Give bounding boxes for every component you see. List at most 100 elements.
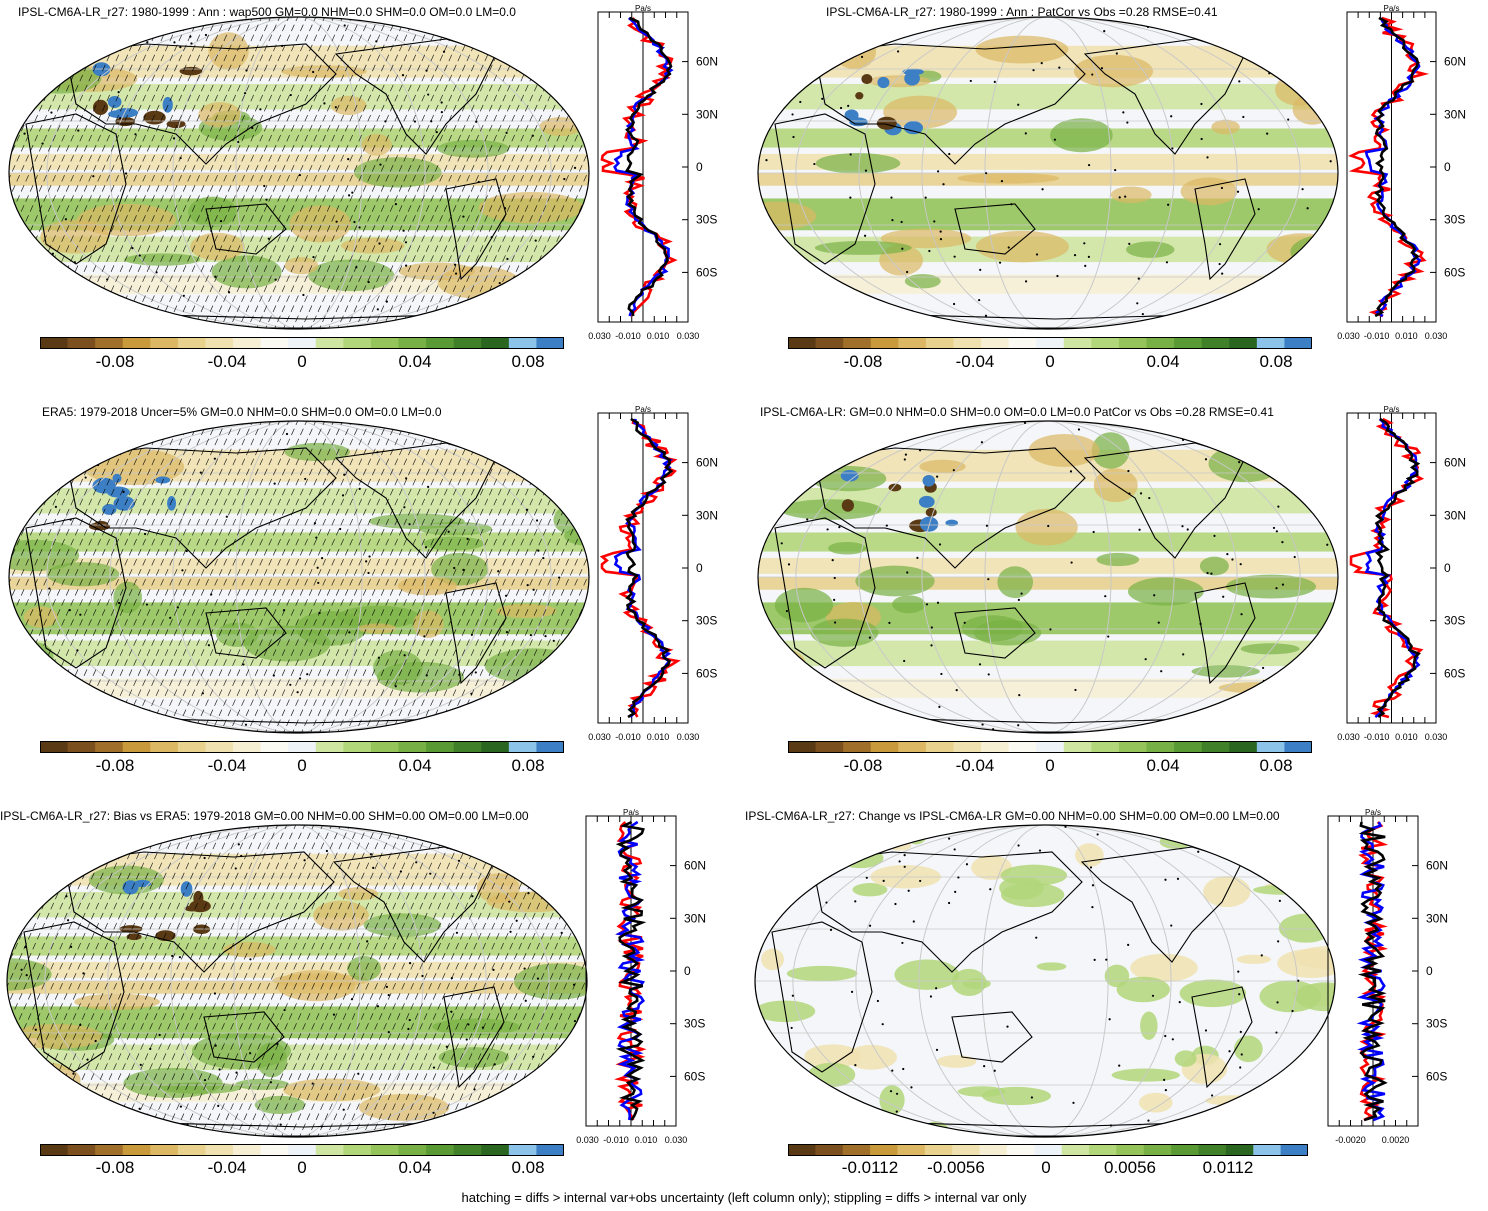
stipple-dot (1107, 635, 1110, 638)
lat-tick-label: 30N (684, 911, 706, 925)
stipple-dot (341, 494, 345, 497)
stipple-dot (526, 679, 529, 683)
stipple-dot (358, 226, 361, 229)
stipple-dot (1108, 1018, 1111, 1021)
stipple-dot (179, 1105, 182, 1108)
stipple-dot (1091, 906, 1094, 909)
profile-unit: Pa/s (623, 808, 639, 817)
stipple-dot (1151, 994, 1155, 997)
lat-tick-label: 30S (696, 614, 717, 628)
stipple-dot (387, 993, 390, 997)
zonal-mean-profile: Pa/s 60N 30N 0 30S 60S -0.030 -0.010 0.010 0.030 (576, 808, 706, 1145)
lat-tick-label: 30S (696, 213, 717, 227)
stipple-dot (486, 831, 489, 834)
stipple-dot (953, 731, 956, 733)
anomaly-patch (113, 581, 143, 614)
stipple-dot (900, 728, 903, 731)
stipple-dot (981, 723, 984, 726)
orographic-signal (903, 121, 924, 135)
stipple-dot (24, 945, 27, 949)
profile-curve (615, 820, 646, 1121)
stipple-dot (203, 1078, 207, 1082)
stipple-dot (298, 173, 301, 177)
lat-tick-label: 30N (696, 508, 718, 522)
stipple-dot (1126, 121, 1129, 124)
stipple-dot (1238, 993, 1241, 996)
stipple-dot (94, 841, 97, 844)
stipple-dot (1331, 513, 1335, 516)
hatching-line (65, 421, 210, 733)
stipple-dot (282, 609, 286, 612)
stipple-dot (139, 1063, 142, 1066)
stipple-dot (573, 166, 577, 169)
stipple-dot (563, 177, 566, 181)
orographic-signal (877, 76, 890, 89)
coastline (1191, 986, 1253, 1089)
colorbar-swatch (177, 741, 206, 753)
colorbar-swatch (288, 1144, 317, 1156)
stipple-dot (849, 196, 852, 199)
stipple-dot (583, 506, 586, 509)
stipple-dot (425, 69, 428, 72)
colorbar-frame (788, 1144, 1308, 1156)
anomaly-patch (373, 650, 423, 686)
stipple-dot (432, 1111, 435, 1114)
colorbar (788, 337, 1312, 349)
stipple-dot (432, 1066, 436, 1069)
stipple-dot (920, 1131, 923, 1135)
colorbar-swatch (315, 337, 344, 349)
stipple-dot (895, 1092, 899, 1095)
colorbar-swatch (67, 741, 96, 753)
stipple-dot (904, 453, 907, 456)
anomaly-patch (1236, 954, 1272, 964)
orographic-signal (92, 99, 109, 116)
hatching-line (380, 17, 525, 329)
stipple-dot (106, 278, 109, 281)
colorbar-swatch (953, 741, 982, 753)
stipple-dot (1262, 666, 1265, 670)
stipple-dot (533, 476, 536, 480)
zonal-band (758, 678, 1338, 698)
world-map (754, 824, 1336, 1138)
stipple-dot (378, 242, 381, 245)
stipple-dot (898, 860, 901, 863)
stipple-dot (993, 1069, 996, 1072)
anomaly-patch (1127, 577, 1204, 606)
profile-unit: Pa/s (635, 405, 651, 414)
world-map (8, 16, 590, 330)
stipple-dot (1127, 469, 1130, 473)
colorbar-swatch (898, 337, 927, 349)
stipple-dot (1281, 541, 1284, 544)
stipple-dot (1210, 1094, 1214, 1097)
anomaly-patch (88, 865, 164, 895)
lat-tick-label: 60S (1444, 666, 1465, 680)
stipple-dot (179, 157, 182, 160)
hatching-line (72, 825, 217, 1137)
hatching-line (252, 825, 397, 1137)
stipple-dot (462, 215, 465, 218)
stipple-dot (450, 1010, 453, 1013)
colorbar-swatch (1036, 741, 1065, 753)
stipple-dot (1254, 290, 1258, 293)
colorbar-frame (788, 337, 1312, 349)
hatching-line (101, 421, 246, 733)
stipple-dot (1118, 196, 1121, 199)
stipple-dot (1226, 553, 1229, 556)
hatching-line (128, 17, 273, 329)
anomaly-patch (880, 228, 972, 249)
stipple-dot (107, 849, 110, 852)
stipple-dot (158, 1033, 161, 1037)
stipple-dot (524, 999, 527, 1002)
orographic-signal (115, 116, 136, 127)
stipple-dot (267, 237, 270, 240)
stipple-dot (311, 1082, 314, 1085)
stipple-dot (387, 1030, 390, 1034)
lat-tick-label: 60N (684, 859, 706, 873)
stipple-dot (775, 437, 778, 440)
stipple-dot (312, 70, 315, 74)
stipple-dot (936, 475, 939, 478)
stipple-dot (453, 566, 456, 570)
stipple-dot (41, 142, 44, 145)
longitude-line (858, 421, 1238, 733)
stipple-dot (259, 108, 262, 111)
